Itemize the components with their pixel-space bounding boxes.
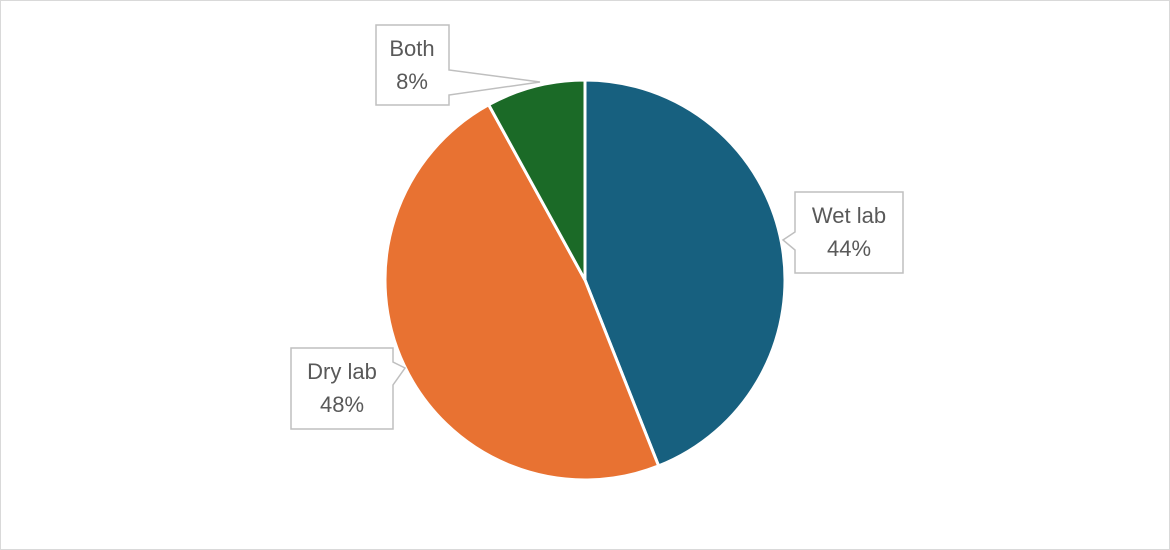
data-label-category: Dry lab <box>307 359 377 384</box>
pie-slice <box>383 102 661 482</box>
data-label-category: Wet lab <box>812 203 886 228</box>
callout-box <box>290 347 407 430</box>
data-label-value: 8% <box>396 69 428 94</box>
pie-slice <box>486 78 587 281</box>
data-label-category: Both <box>389 36 434 61</box>
pie-slice <box>583 78 787 468</box>
data-label-value: 48% <box>320 392 364 417</box>
callout-box <box>781 191 904 274</box>
callout-box <box>375 24 541 106</box>
data-label-value: 44% <box>827 236 871 261</box>
